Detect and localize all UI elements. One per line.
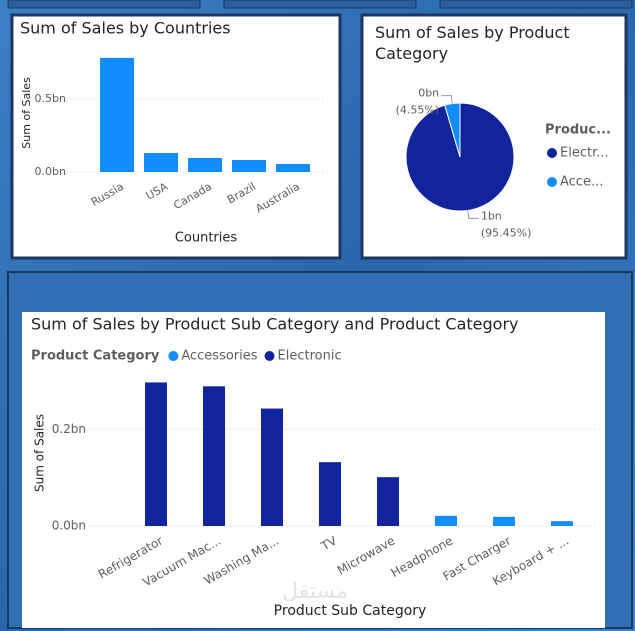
bar	[435, 515, 457, 526]
legend-label: Electr...	[560, 146, 609, 161]
data-label: 1bn	[481, 209, 502, 222]
bar	[261, 408, 283, 526]
x-axis-label: Product Sub Category	[274, 603, 427, 619]
leader-line	[441, 95, 453, 104]
pie-slice	[444, 102, 461, 158]
bar	[203, 386, 225, 526]
legend-swatch	[547, 177, 557, 187]
y-axis-label: Sum of Sales	[33, 414, 47, 492]
y-tick-label: 0.0bn	[35, 165, 66, 178]
legend-label: Acce...	[560, 175, 603, 190]
bar	[551, 521, 573, 526]
data-label: 0bn	[418, 87, 439, 100]
legend-title: Product Category	[31, 349, 160, 364]
legend-label: Electronic	[278, 349, 342, 364]
bar	[144, 152, 178, 172]
tile	[439, 0, 633, 9]
y-axis-label: Sum of Sales	[20, 77, 33, 149]
bar	[276, 163, 310, 172]
chart-title: Sum of Sales by Countries	[20, 19, 231, 38]
legend-title: Produc...	[545, 123, 611, 138]
tile	[7, 0, 201, 9]
y-tick-label: 0.5bn	[35, 92, 66, 105]
legend-swatch	[264, 351, 275, 361]
chart-title: Sum of Sales by Product Sub Category and…	[31, 315, 519, 334]
data-label: (4.55%)	[396, 104, 440, 117]
bar	[232, 160, 266, 172]
legend-swatch	[547, 148, 557, 158]
bar	[188, 157, 222, 172]
bar	[100, 57, 134, 172]
leader-line	[467, 210, 479, 219]
bar	[319, 462, 341, 526]
card	[10, 13, 342, 260]
bar	[145, 382, 167, 526]
y-tick-label: 0.2bn	[52, 422, 86, 436]
tile	[223, 0, 417, 9]
y-tick-label: 0.0bn	[52, 519, 86, 533]
data-label: (95.45%)	[481, 226, 532, 239]
bar	[377, 477, 399, 526]
card-plot	[22, 312, 605, 628]
bar	[493, 516, 515, 526]
legend-label: Accessories	[181, 349, 257, 364]
chart-title-box: Sum of Sales by Product Category	[375, 23, 570, 63]
legend-swatch	[168, 351, 179, 361]
watermark: مستقل	[282, 579, 348, 604]
chart-title: Sum of Sales by Product Category	[375, 23, 570, 63]
x-axis-label: Countries	[175, 231, 238, 246]
